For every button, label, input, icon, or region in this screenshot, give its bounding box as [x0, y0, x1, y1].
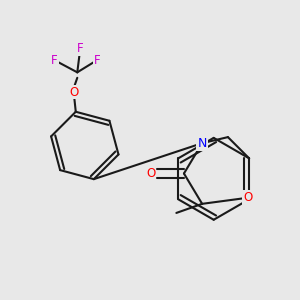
Text: O: O	[146, 167, 155, 180]
Text: F: F	[77, 42, 84, 55]
Text: N: N	[197, 137, 207, 150]
Text: O: O	[243, 191, 252, 204]
Text: F: F	[51, 54, 58, 67]
Text: F: F	[94, 54, 100, 67]
Text: O: O	[70, 85, 79, 98]
